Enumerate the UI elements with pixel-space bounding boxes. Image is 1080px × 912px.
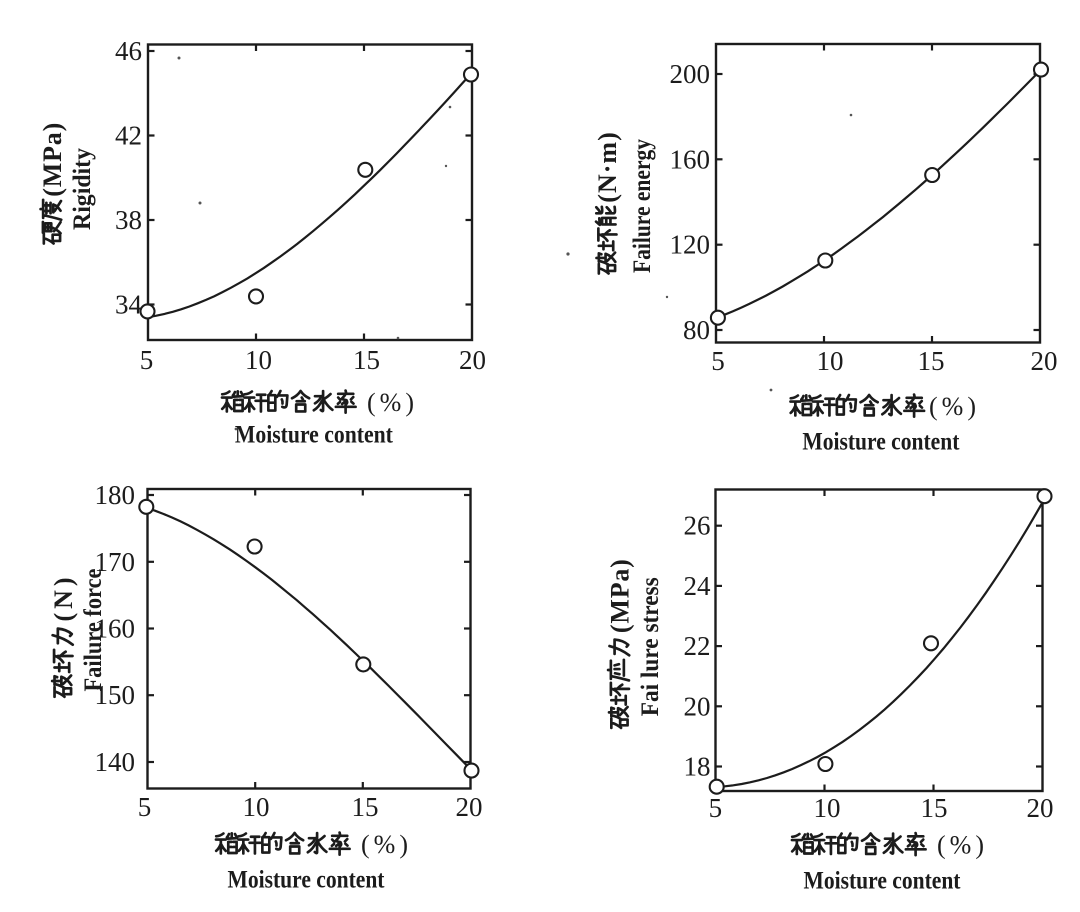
svg-text:15: 15: [353, 345, 380, 375]
svg-text:(%): (%): [937, 831, 988, 860]
svg-text:Failure energy: Failure energy: [629, 139, 656, 273]
svg-text:160: 160: [670, 144, 711, 174]
svg-text:Moisture content: Moisture content: [228, 867, 386, 894]
svg-text:200: 200: [670, 59, 711, 89]
svg-text:15: 15: [921, 793, 948, 823]
svg-text:10: 10: [817, 346, 844, 376]
svg-text:(%): (%): [361, 830, 412, 859]
svg-text:140: 140: [95, 747, 136, 777]
svg-text:160: 160: [95, 614, 136, 644]
svg-text:Fai lure stress: Fai lure stress: [637, 577, 664, 716]
svg-text:38: 38: [115, 205, 142, 235]
svg-text:(N): (N): [49, 573, 78, 621]
svg-text:20: 20: [684, 691, 711, 721]
svg-text:20: 20: [456, 792, 483, 822]
svg-text:5: 5: [709, 793, 723, 823]
svg-text:10: 10: [814, 793, 841, 823]
svg-text:20: 20: [1031, 346, 1058, 376]
svg-text:10: 10: [243, 792, 270, 822]
svg-text:150: 150: [95, 680, 136, 710]
svg-text:(MPa): (MPa): [606, 558, 635, 633]
svg-text:Failure force: Failure force: [80, 569, 107, 692]
svg-text:Moisture content: Moisture content: [804, 868, 962, 895]
svg-text:Moisture content: Moisture content: [802, 429, 960, 456]
svg-text:20: 20: [1027, 793, 1054, 823]
svg-text:(MPa): (MPa): [38, 122, 67, 197]
svg-text:Rigidity: Rigidity: [69, 148, 96, 230]
svg-text:18: 18: [684, 752, 711, 782]
svg-text:20: 20: [459, 345, 486, 375]
svg-text:(N·m): (N·m): [593, 131, 622, 202]
svg-text:10: 10: [245, 345, 272, 375]
svg-text:22: 22: [684, 631, 711, 661]
svg-text:15: 15: [918, 346, 945, 376]
svg-text:46: 46: [115, 36, 142, 66]
svg-text:26: 26: [684, 511, 711, 541]
svg-text:24: 24: [684, 571, 712, 601]
svg-text:5: 5: [140, 345, 154, 375]
svg-text:170: 170: [95, 547, 136, 577]
svg-text:5: 5: [711, 346, 725, 376]
svg-text:Moisture content: Moisture content: [235, 422, 394, 449]
svg-text:34: 34: [115, 290, 143, 320]
svg-text:5: 5: [138, 792, 152, 822]
svg-text:42: 42: [115, 121, 142, 151]
svg-text:180: 180: [95, 480, 136, 510]
svg-text:(%): (%): [929, 392, 980, 421]
svg-text:(%): (%): [367, 388, 418, 417]
svg-text:120: 120: [670, 230, 711, 260]
svg-text:15: 15: [352, 792, 379, 822]
svg-text:80: 80: [683, 315, 710, 345]
